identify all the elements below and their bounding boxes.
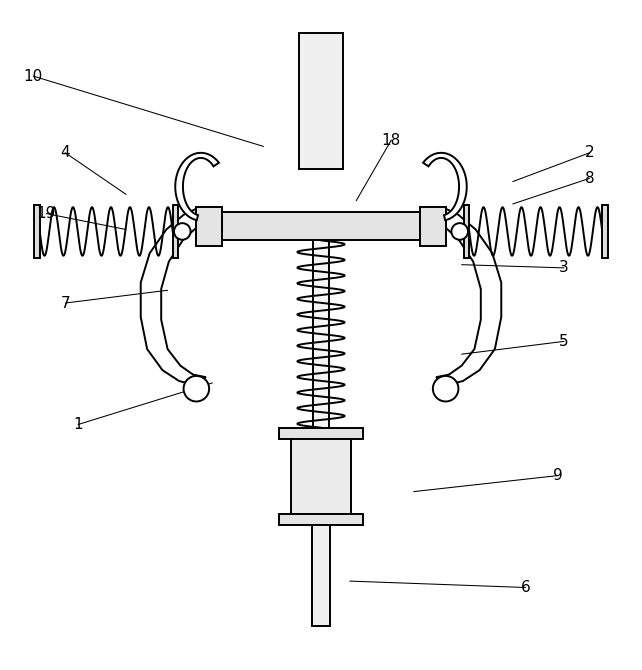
Text: 1: 1 — [73, 417, 83, 432]
Text: 2: 2 — [585, 145, 594, 160]
Bar — [602, 204, 608, 259]
Bar — [291, 439, 351, 514]
Bar — [279, 514, 363, 525]
Bar — [464, 204, 469, 259]
Circle shape — [433, 376, 458, 401]
Text: 10: 10 — [24, 68, 43, 84]
Bar — [222, 212, 420, 241]
Text: 18: 18 — [382, 133, 401, 147]
Polygon shape — [423, 153, 467, 220]
Bar — [279, 427, 363, 439]
Text: 8: 8 — [585, 171, 594, 186]
Text: 5: 5 — [559, 334, 569, 349]
Bar — [173, 204, 178, 259]
Text: 6: 6 — [521, 580, 530, 595]
Polygon shape — [428, 207, 501, 385]
Circle shape — [451, 223, 468, 240]
Text: 19: 19 — [37, 206, 56, 221]
Bar — [312, 525, 330, 626]
Bar — [196, 207, 222, 245]
Text: 9: 9 — [553, 468, 562, 483]
Text: 4: 4 — [60, 145, 70, 160]
Bar — [34, 204, 40, 259]
Polygon shape — [175, 153, 219, 220]
Bar — [420, 207, 446, 245]
Text: 3: 3 — [559, 261, 569, 275]
Bar — [299, 34, 343, 169]
Text: 7: 7 — [60, 295, 70, 310]
Polygon shape — [141, 207, 214, 385]
Circle shape — [174, 223, 191, 240]
Bar — [313, 241, 329, 427]
Circle shape — [184, 376, 209, 401]
